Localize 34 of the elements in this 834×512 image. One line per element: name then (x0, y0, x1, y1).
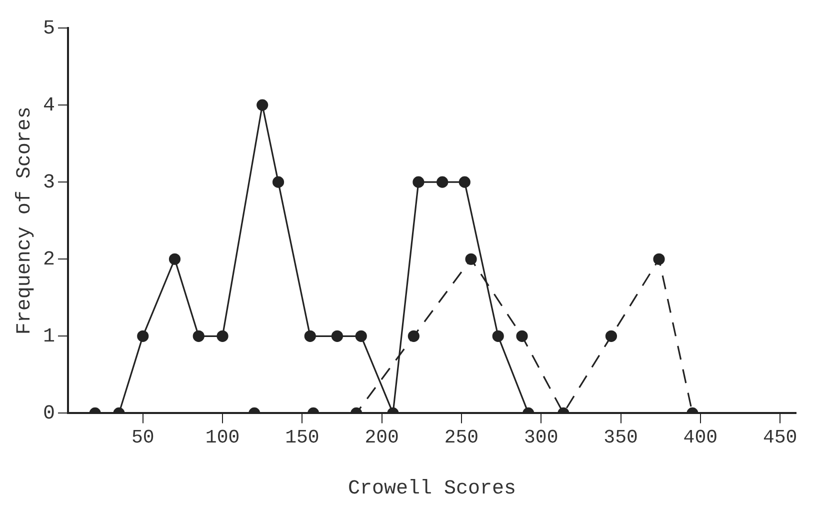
point (137, 330, 149, 342)
x-tick-label: 350 (604, 426, 638, 449)
x-tick-label: 100 (205, 426, 240, 449)
point (216, 330, 228, 342)
point (436, 176, 448, 188)
x-tick-label: 150 (285, 426, 320, 449)
point (272, 176, 284, 188)
point (168, 253, 181, 265)
y-tick-label: 2 (42, 248, 55, 272)
point (605, 330, 618, 342)
point (465, 253, 477, 265)
point (458, 176, 470, 188)
point (492, 330, 504, 342)
point (516, 330, 528, 342)
x-tick-label: 250 (444, 426, 479, 449)
x-tick-label: 400 (683, 426, 718, 449)
point (355, 330, 367, 342)
x-axis-title: Crowell Scores (348, 477, 516, 500)
y-tick-label: 4 (42, 94, 55, 118)
x-tick-label: 300 (524, 426, 558, 449)
y-axis-title: Frequency of Scores (13, 106, 36, 335)
point (653, 253, 665, 265)
x-tick-label: 450 (762, 426, 798, 449)
point (192, 330, 204, 342)
y-tick-label: 5 (42, 17, 55, 40)
y-tick-label: 3 (42, 171, 55, 194)
point (408, 330, 420, 342)
y-tick-label: 0 (42, 402, 55, 426)
x-tick-label: 50 (131, 426, 154, 449)
y-tick-label: 1 (42, 325, 55, 348)
x-tick-label: 200 (364, 426, 399, 449)
point (412, 176, 424, 188)
point (331, 330, 344, 342)
point (304, 330, 316, 342)
